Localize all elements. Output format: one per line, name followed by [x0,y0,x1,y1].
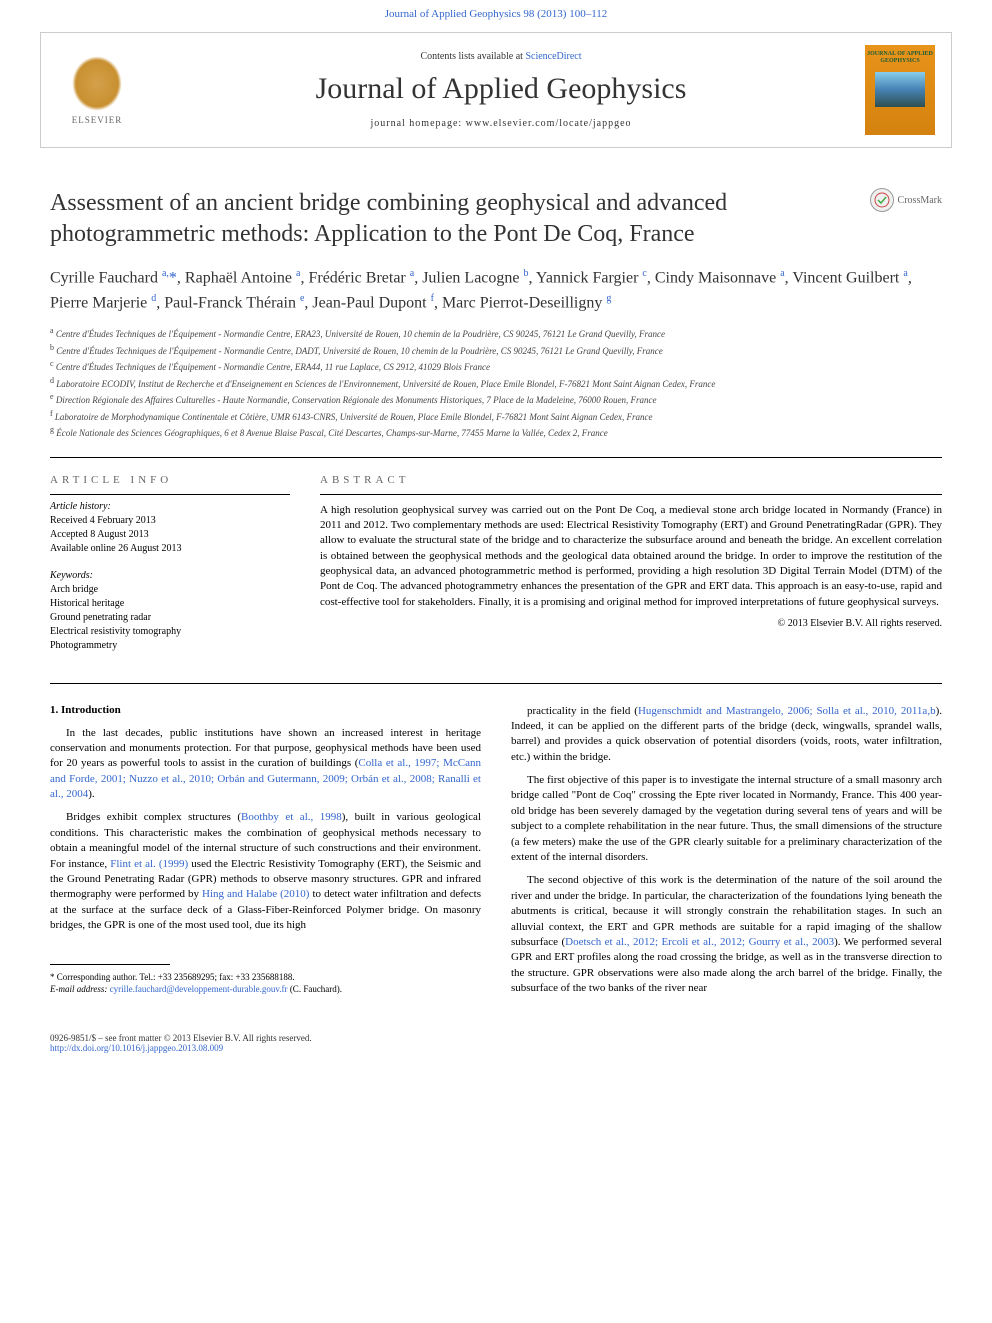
affiliations-list: a Centre d'Études Techniques de l'Équipe… [50,325,942,441]
homepage-url[interactable]: www.elsevier.com/locate/jappgeo [466,118,632,129]
journal-name: Journal of Applied Geophysics [137,72,865,106]
header-citation: Journal of Applied Geophysics 98 (2013) … [0,0,992,28]
body-paragraph: The second objective of this work is the… [511,873,942,996]
email-suffix: (C. Fauchard). [290,984,342,994]
page-footer: 0926-9851/$ – see front matter © 2013 El… [0,1025,992,1073]
cover-image-icon [875,72,925,107]
affiliation-line: c Centre d'Études Techniques de l'Équipe… [50,358,942,375]
corresponding-email-link[interactable]: cyrille.fauchard@developpement-durable.g… [110,984,288,994]
keyword-line: Historical heritage [50,597,290,611]
journal-homepage: journal homepage: www.elsevier.com/locat… [137,118,865,129]
divider [320,494,942,495]
citation-link[interactable]: Journal of Applied Geophysics 98 (2013) … [385,8,608,20]
body-paragraph: The first objective of this paper is to … [511,773,942,865]
keyword-line: Ground penetrating radar [50,611,290,625]
history-line: Accepted 8 August 2013 [50,528,290,542]
crossmark-label: CrossMark [898,195,942,206]
authors-list: Cyrille Fauchard a,*, Raphaël Antoine a,… [50,266,942,315]
affiliation-line: d Laboratoire ECODIV, Institut de Recher… [50,375,942,392]
affiliation-line: e Direction Régionale des Affaires Cultu… [50,391,942,408]
body-paragraph: In the last decades, public institutions… [50,726,481,803]
crossmark-badge[interactable]: CrossMark [870,188,942,212]
homepage-label: journal homepage: [370,118,465,129]
body-paragraph: practicality in the field (Hugenschmidt … [511,704,942,766]
publisher-logo: ELSEVIER [57,45,137,135]
divider [50,494,290,495]
abstract-text: A high resolution geophysical survey was… [320,503,942,611]
abstract-section: abstract A high resolution geophysical s… [320,474,942,667]
journal-header-center: Contents lists available at ScienceDirec… [137,51,865,129]
affiliation-line: g École Nationale des Sciences Géographi… [50,424,942,441]
contents-available-line: Contents lists available at ScienceDirec… [137,51,865,62]
corresponding-author-footnote: * Corresponding author. Tel.: +33 235689… [50,971,481,996]
corresponding-line: * Corresponding author. Tel.: +33 235689… [50,971,481,984]
divider [50,683,942,684]
abstract-label: abstract [320,474,942,486]
contents-text: Contents lists available at [420,51,522,62]
issn-line: 0926-9851/$ – see front matter © 2013 El… [50,1033,942,1043]
body-paragraph: Bridges exhibit complex structures (Boot… [50,810,481,933]
divider [50,457,942,458]
doi-link[interactable]: http://dx.doi.org/10.1016/j.jappgeo.2013… [50,1043,223,1053]
email-label: E-mail address: [50,984,107,994]
keywords-heading: Keywords: [50,570,290,581]
article-info-label: article info [50,474,290,486]
elsevier-tree-icon [72,56,122,111]
keyword-line: Photogrammetry [50,639,290,653]
cover-title: JOURNAL OF APPLIED GEOPHYSICS [867,51,933,64]
article-title: Assessment of an ancient bridge combinin… [50,188,870,250]
keyword-line: Arch bridge [50,583,290,597]
keyword-line: Electrical resistivity tomography [50,625,290,639]
publisher-name: ELSEVIER [72,115,123,125]
footnote-divider [50,964,170,965]
history-line: Available online 26 August 2013 [50,542,290,556]
journal-header: ELSEVIER Contents lists available at Sci… [40,32,952,148]
affiliation-line: a Centre d'Études Techniques de l'Équipe… [50,325,942,342]
article-info-sidebar: article info Article history: Received 4… [50,474,290,667]
sciencedirect-link[interactable]: ScienceDirect [525,51,581,62]
journal-cover-thumbnail: JOURNAL OF APPLIED GEOPHYSICS [865,45,935,135]
history-heading: Article history: [50,501,290,512]
affiliation-line: b Centre d'Études Techniques de l'Équipe… [50,342,942,359]
intro-heading: 1. Introduction [50,704,481,716]
crossmark-icon [870,188,894,212]
body-column-right: practicality in the field (Hugenschmidt … [511,704,942,1005]
affiliation-line: f Laboratoire de Morphodynamique Contine… [50,408,942,425]
abstract-copyright: © 2013 Elsevier B.V. All rights reserved… [320,618,942,629]
body-column-left: 1. Introduction In the last decades, pub… [50,704,481,1005]
history-line: Received 4 February 2013 [50,514,290,528]
